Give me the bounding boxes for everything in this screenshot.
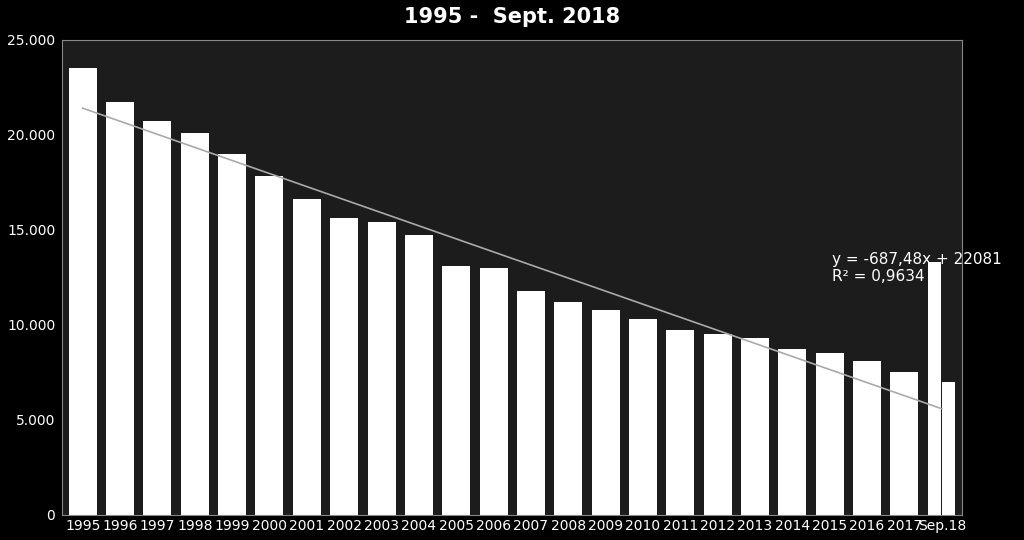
Bar bbox=[942, 382, 955, 515]
Bar bbox=[181, 133, 209, 515]
Bar bbox=[629, 319, 657, 515]
Bar bbox=[330, 218, 358, 515]
Bar bbox=[778, 349, 807, 515]
Text: y = -687,48x + 22081
R² = 0,9634: y = -687,48x + 22081 R² = 0,9634 bbox=[831, 252, 1001, 284]
Bar bbox=[404, 235, 433, 515]
Bar bbox=[69, 68, 96, 515]
Bar bbox=[293, 199, 321, 515]
Bar bbox=[218, 154, 246, 515]
Bar bbox=[703, 334, 732, 515]
Title: 1995 -  Sept. 2018: 1995 - Sept. 2018 bbox=[404, 7, 621, 27]
Bar bbox=[442, 266, 470, 515]
Bar bbox=[106, 103, 134, 515]
Bar bbox=[928, 262, 941, 515]
Bar bbox=[853, 361, 881, 515]
Bar bbox=[741, 338, 769, 515]
Bar bbox=[667, 330, 694, 515]
Bar bbox=[891, 372, 919, 515]
Bar bbox=[368, 222, 395, 515]
Bar bbox=[554, 302, 583, 515]
Bar bbox=[816, 353, 844, 515]
Bar bbox=[592, 309, 620, 515]
Bar bbox=[143, 122, 171, 515]
Bar bbox=[479, 268, 508, 515]
Bar bbox=[255, 177, 284, 515]
Bar bbox=[517, 291, 545, 515]
